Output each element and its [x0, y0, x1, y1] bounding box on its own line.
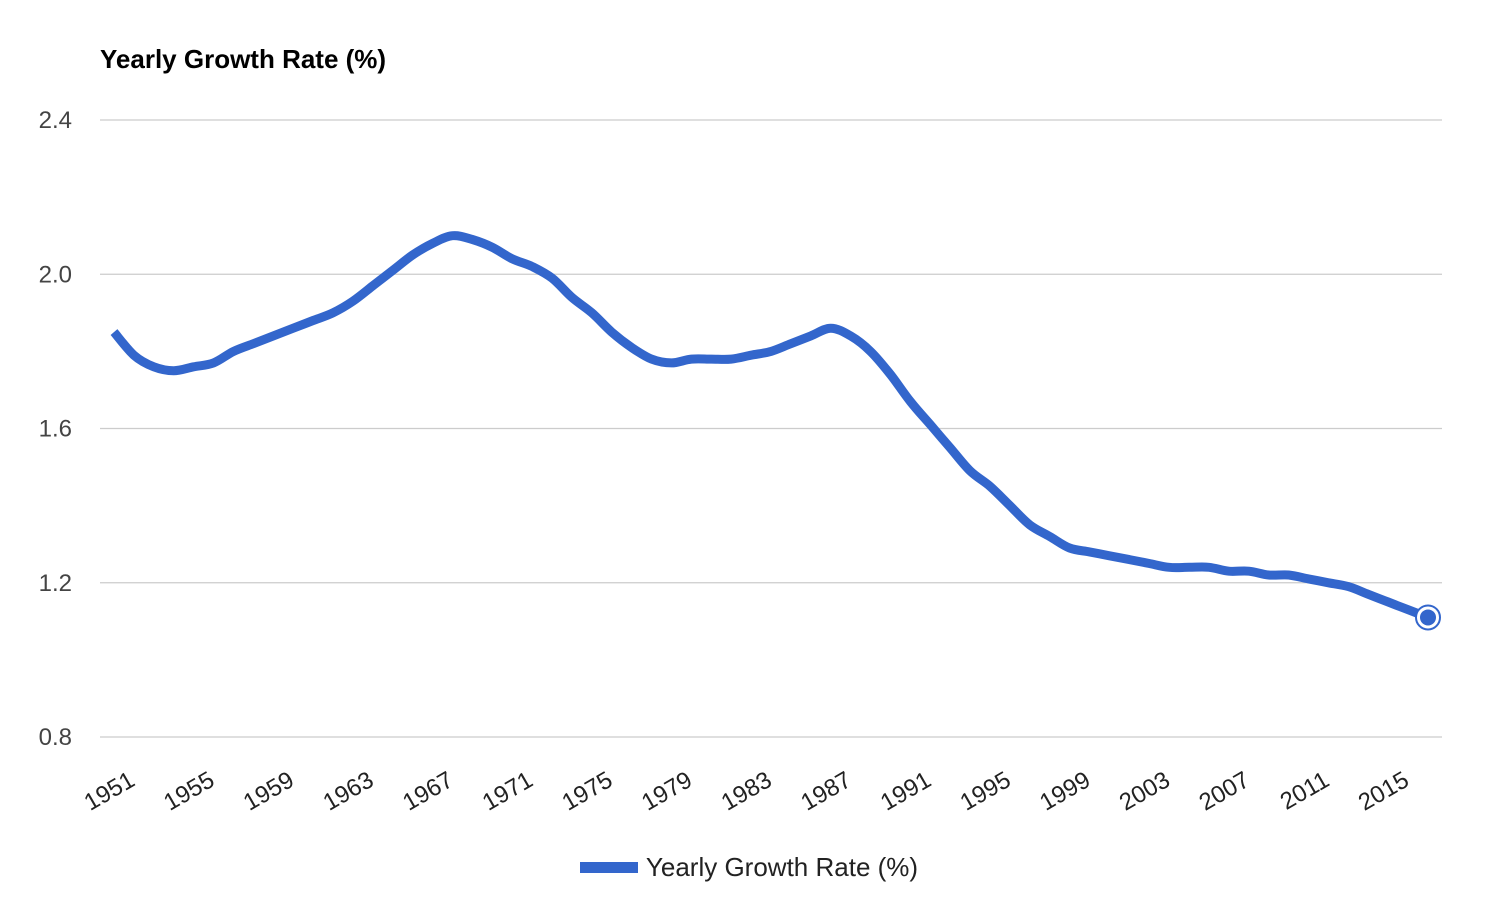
y-tick-label: 2.4 — [39, 107, 72, 134]
y-tick-label: 2.0 — [39, 261, 72, 288]
x-tick-label: 1951 — [80, 766, 140, 816]
x-tick-label: 2007 — [1195, 766, 1255, 816]
y-tick-label: 0.8 — [39, 724, 72, 751]
series-line-0[interactable] — [110, 231, 1430, 622]
x-tick-label: 1963 — [319, 766, 379, 816]
x-tick-label: 1971 — [478, 766, 538, 816]
x-tick-label: 1955 — [159, 766, 219, 816]
x-tick-label: 2011 — [1276, 766, 1334, 815]
x-tick-label: 1999 — [1035, 766, 1095, 816]
x-tick-label: 1967 — [398, 766, 458, 816]
legend-swatch — [579, 862, 638, 873]
x-tick-label: 1975 — [557, 766, 617, 816]
gridlines — [100, 119, 1442, 738]
x-tick-label: 1959 — [239, 766, 299, 816]
legend-label: Yearly Growth Rate (%) — [645, 852, 919, 882]
x-tick-label: 2015 — [1354, 766, 1414, 816]
y-axis-ticks: 0.8 1.2 1.6 2.0 2.4 — [39, 107, 72, 751]
x-tick-label: 1987 — [796, 766, 856, 816]
legend[interactable]: Yearly Growth Rate (%) — [0, 852, 1498, 883]
series-layer — [110, 231, 1441, 631]
x-tick-label: 1991 — [876, 766, 936, 816]
y-tick-label: 1.6 — [39, 416, 72, 443]
y-tick-label: 1.2 — [39, 570, 72, 597]
chart-title: Yearly Growth Rate (%) — [100, 44, 387, 74]
x-tick-label: 2003 — [1115, 766, 1175, 816]
x-tick-label: 1979 — [637, 766, 697, 816]
x-tick-label: 1983 — [717, 766, 777, 816]
x-tick-label: 1995 — [956, 766, 1016, 816]
end-point-marker[interactable] — [1420, 609, 1436, 626]
x-axis-ticks: 1951 1955 1959 1963 1967 1971 1975 1979 1983 1987… — [80, 766, 1414, 816]
